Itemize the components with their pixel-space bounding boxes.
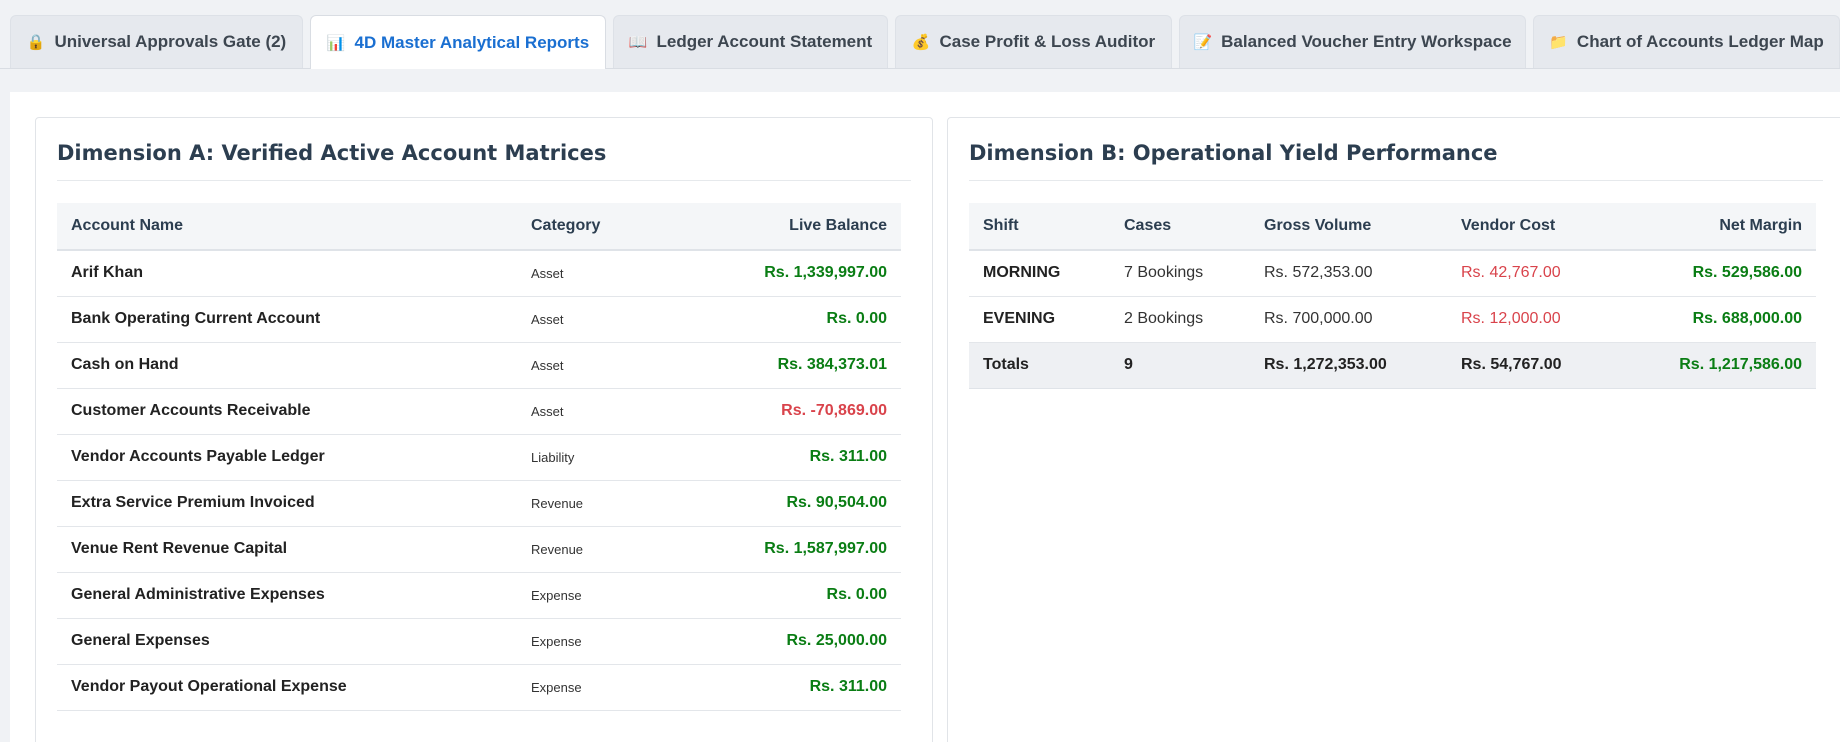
live-balance-cell: Rs. 0.00 bbox=[667, 296, 901, 343]
category-cell: Asset bbox=[517, 296, 667, 343]
tab-balanced-voucher-entry-workspace[interactable]: 📝 Balanced Voucher Entry Workspace bbox=[1179, 15, 1526, 68]
tab-4d-master-analytical-reports[interactable]: 📊 4D Master Analytical Reports bbox=[310, 15, 606, 69]
cases-cell: 2 Bookings bbox=[1110, 296, 1250, 343]
open-book-icon: 📖 bbox=[628, 34, 648, 51]
column-header-live-balance: Live Balance bbox=[667, 203, 901, 251]
category-cell: Expense bbox=[517, 572, 667, 619]
net-margin-cell: Rs. 529,586.00 bbox=[1637, 250, 1816, 297]
totals-label-cell: Totals bbox=[969, 342, 1110, 389]
totals-cases-cell: 9 bbox=[1110, 342, 1250, 389]
memo-icon: 📝 bbox=[1193, 34, 1213, 51]
tab-label: Universal Approvals Gate (2) bbox=[54, 32, 287, 51]
bar-chart-icon: 📊 bbox=[326, 34, 346, 52]
column-header-shift: Shift bbox=[969, 203, 1110, 251]
dimension-a-panel: Dimension A: Verified Active Account Mat… bbox=[35, 117, 933, 742]
category-cell: Revenue bbox=[517, 480, 667, 527]
tab-universal-approvals-gate[interactable]: 🔒 Universal Approvals Gate (2) bbox=[10, 15, 303, 68]
account-matrix-table: Account Name Category Live Balance Arif … bbox=[57, 203, 901, 711]
live-balance-cell: Rs. 311.00 bbox=[667, 664, 901, 711]
category-cell: Revenue bbox=[517, 526, 667, 573]
report-tab-bar: 🔒 Universal Approvals Gate (2) 📊 4D Mast… bbox=[0, 0, 1840, 69]
live-balance-cell: Rs. -70,869.00 bbox=[667, 388, 901, 435]
tab-label: 4D Master Analytical Reports bbox=[354, 32, 590, 52]
table-header-row: Shift Cases Gross Volume Vendor Cost Net… bbox=[969, 203, 1816, 251]
dimension-b-title: Dimension B: Operational Yield Performan… bbox=[969, 141, 1823, 181]
net-margin-cell: Rs. 688,000.00 bbox=[1637, 296, 1816, 343]
table-row: Arif Khan Asset Rs. 1,339,997.00 bbox=[57, 250, 901, 297]
table-row: Customer Accounts Receivable Asset Rs. -70… bbox=[57, 388, 901, 435]
account-name-cell: Bank Operating Current Account bbox=[57, 296, 517, 343]
category-cell: Expense bbox=[517, 618, 667, 665]
live-balance-cell: Rs. 25,000.00 bbox=[667, 618, 901, 665]
category-cell: Asset bbox=[517, 342, 667, 389]
account-name-cell: Extra Service Premium Invoiced bbox=[57, 480, 517, 527]
table-row: Venue Rent Revenue Capital Revenue Rs. 1,5… bbox=[57, 526, 901, 573]
table-row: Vendor Accounts Payable Ledger Liability R… bbox=[57, 434, 901, 481]
live-balance-cell: Rs. 90,504.00 bbox=[667, 480, 901, 527]
category-cell: Liability bbox=[517, 434, 667, 481]
account-name-cell: Vendor Payout Operational Expense bbox=[57, 664, 517, 711]
dimension-a-title: Dimension A: Verified Active Account Mat… bbox=[57, 141, 911, 181]
table-row: General Administrative Expenses Expense Rs… bbox=[57, 572, 901, 619]
totals-row: Totals 9 Rs. 1,272,353.00 Rs. 54,767.00 Rs. … bbox=[969, 342, 1816, 389]
live-balance-cell: Rs. 311.00 bbox=[667, 434, 901, 481]
money-bag-icon: 💰 bbox=[911, 34, 931, 51]
account-name-cell: Venue Rent Revenue Capital bbox=[57, 526, 517, 573]
tab-label: Ledger Account Statement bbox=[656, 32, 873, 51]
shift-cell: MORNING bbox=[969, 250, 1110, 297]
account-name-cell: General Administrative Expenses bbox=[57, 572, 517, 619]
account-name-cell: Cash on Hand bbox=[57, 342, 517, 389]
cases-cell: 7 Bookings bbox=[1110, 250, 1250, 297]
column-header-net-margin: Net Margin bbox=[1637, 203, 1816, 251]
table-row: Bank Operating Current Account Asset Rs. 0… bbox=[57, 296, 901, 343]
totals-gross-volume-cell: Rs. 1,272,353.00 bbox=[1250, 342, 1447, 389]
category-cell: Asset bbox=[517, 388, 667, 435]
totals-vendor-cost-cell: Rs. 54,767.00 bbox=[1447, 342, 1637, 389]
column-header-vendor-cost: Vendor Cost bbox=[1447, 203, 1637, 251]
tab-label: Chart of Accounts Ledger Map bbox=[1576, 32, 1824, 51]
tab-case-profit-loss-auditor[interactable]: 💰 Case Profit & Loss Auditor bbox=[895, 15, 1172, 68]
tab-label: Case Profit & Loss Auditor bbox=[939, 32, 1156, 51]
tab-label: Balanced Voucher Entry Workspace bbox=[1221, 32, 1512, 51]
folder-icon: 📁 bbox=[1549, 34, 1568, 51]
table-row: Cash on Hand Asset Rs. 384,373.01 bbox=[57, 342, 901, 389]
table-row: MORNING 7 Bookings Rs. 572,353.00 Rs. 42,76… bbox=[969, 250, 1816, 297]
column-header-category: Category bbox=[517, 203, 667, 251]
table-row: EVENING 2 Bookings Rs. 700,000.00 Rs. 12,00… bbox=[969, 296, 1816, 343]
vendor-cost-cell: Rs. 12,000.00 bbox=[1447, 296, 1637, 343]
tab-ledger-account-statement[interactable]: 📖 Ledger Account Statement bbox=[613, 15, 888, 68]
live-balance-cell: Rs. 1,339,997.00 bbox=[667, 250, 901, 297]
yield-performance-table: Shift Cases Gross Volume Vendor Cost Net… bbox=[969, 203, 1816, 389]
column-header-gross-volume: Gross Volume bbox=[1250, 203, 1447, 251]
category-cell: Asset bbox=[517, 250, 667, 297]
live-balance-cell: Rs. 384,373.01 bbox=[667, 342, 901, 389]
vendor-cost-cell: Rs. 42,767.00 bbox=[1447, 250, 1637, 297]
account-name-cell: Customer Accounts Receivable bbox=[57, 388, 517, 435]
account-name-cell: General Expenses bbox=[57, 618, 517, 665]
table-row: Extra Service Premium Invoiced Revenue Rs.… bbox=[57, 480, 901, 527]
live-balance-cell: Rs. 1,587,997.00 bbox=[667, 526, 901, 573]
column-header-cases: Cases bbox=[1110, 203, 1250, 251]
column-header-account-name: Account Name bbox=[57, 203, 517, 251]
table-header-row: Account Name Category Live Balance bbox=[57, 203, 901, 251]
lock-icon: 🔒 bbox=[26, 34, 46, 51]
table-row: General Expenses Expense Rs. 25,000.00 bbox=[57, 618, 901, 665]
report-content-area: Dimension A: Verified Active Account Mat… bbox=[10, 92, 1840, 742]
tab-chart-of-accounts-ledger-map[interactable]: 📁 Chart of Accounts Ledger Map bbox=[1533, 15, 1840, 68]
category-cell: Expense bbox=[517, 664, 667, 711]
totals-net-margin-cell: Rs. 1,217,586.00 bbox=[1637, 342, 1816, 389]
gross-volume-cell: Rs. 700,000.00 bbox=[1250, 296, 1447, 343]
account-name-cell: Vendor Accounts Payable Ledger bbox=[57, 434, 517, 481]
shift-cell: EVENING bbox=[969, 296, 1110, 343]
live-balance-cell: Rs. 0.00 bbox=[667, 572, 901, 619]
table-row: Vendor Payout Operational Expense Expense… bbox=[57, 664, 901, 711]
dimension-b-panel: Dimension B: Operational Yield Performan… bbox=[947, 117, 1840, 742]
account-name-cell: Arif Khan bbox=[57, 250, 517, 297]
gross-volume-cell: Rs. 572,353.00 bbox=[1250, 250, 1447, 297]
